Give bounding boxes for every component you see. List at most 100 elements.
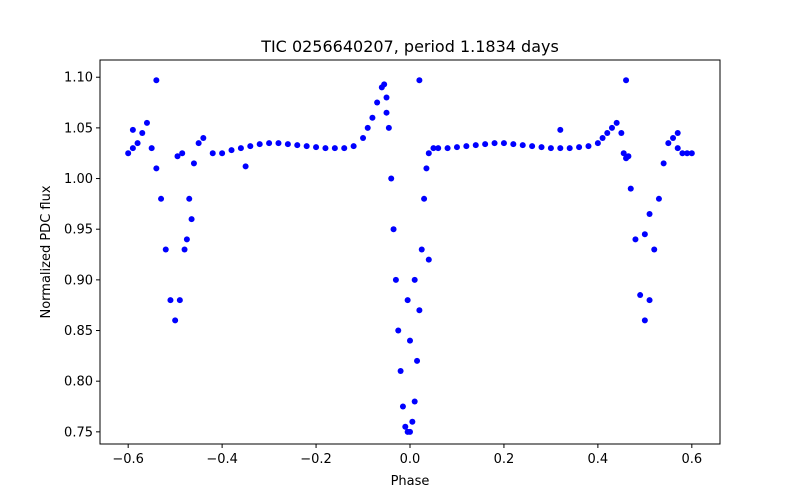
y-tick-label: 1.05 — [64, 121, 93, 136]
data-point — [599, 135, 606, 142]
data-point — [646, 297, 653, 304]
data-point — [688, 150, 695, 157]
data-point — [453, 144, 460, 151]
data-point — [660, 160, 667, 167]
data-point — [641, 317, 648, 324]
data-point — [557, 126, 564, 133]
data-point — [416, 77, 423, 84]
x-tick-label: −0.6 — [112, 452, 144, 467]
y-axis-ticks: 0.75 0.80 0.85 0.90 0.95 1.00 1.05 1.10 — [64, 71, 100, 440]
data-point — [200, 135, 207, 142]
data-point — [632, 236, 639, 243]
data-point — [529, 143, 536, 150]
data-point — [158, 195, 165, 202]
data-point — [613, 119, 620, 126]
data-point — [646, 211, 653, 218]
data-point — [404, 297, 411, 304]
data-point — [256, 141, 263, 148]
data-point — [228, 147, 235, 154]
data-point — [594, 140, 601, 147]
data-point — [608, 124, 615, 131]
data-point — [388, 175, 395, 182]
data-point — [482, 141, 489, 148]
data-point — [162, 246, 169, 253]
data-point — [620, 150, 627, 157]
data-point — [237, 145, 244, 152]
data-point — [176, 297, 183, 304]
data-point — [402, 423, 409, 430]
data-point — [604, 129, 611, 136]
data-point — [381, 81, 388, 88]
data-point — [411, 276, 418, 283]
data-point — [369, 114, 376, 121]
data-point — [414, 357, 421, 364]
x-tick-label: 0.4 — [588, 452, 609, 467]
data-point — [566, 145, 573, 152]
data-point — [275, 140, 282, 147]
data-point — [665, 140, 672, 147]
data-point — [463, 143, 470, 150]
x-tick-label: 0.6 — [681, 452, 702, 467]
data-point — [655, 195, 662, 202]
data-point — [585, 143, 592, 150]
data-point — [651, 246, 658, 253]
x-tick-label: 0.0 — [400, 452, 421, 467]
y-tick-label: 1.10 — [64, 71, 93, 86]
x-axis-ticks: −0.6 −0.4 −0.2 0.0 0.2 0.4 0.6 — [112, 444, 702, 467]
data-point — [684, 150, 691, 157]
data-point — [174, 153, 181, 160]
data-point — [397, 368, 404, 375]
x-tick-label: −0.2 — [300, 452, 332, 467]
data-point — [385, 124, 392, 131]
data-point — [284, 141, 291, 148]
data-point — [444, 145, 451, 152]
data-point — [190, 160, 197, 167]
data-point — [491, 140, 498, 147]
y-tick-label: 0.90 — [64, 273, 93, 288]
data-point — [637, 292, 644, 299]
data-point — [322, 145, 329, 152]
data-point — [409, 418, 416, 425]
data-point — [557, 145, 564, 152]
data-point — [407, 337, 413, 344]
data-point — [188, 216, 195, 223]
data-point — [331, 145, 338, 152]
x-tick-label: −0.4 — [206, 452, 238, 467]
data-point — [383, 94, 390, 101]
y-tick-label: 1.00 — [64, 172, 93, 187]
data-point — [303, 143, 310, 150]
data-point — [425, 256, 432, 263]
data-point — [350, 143, 357, 150]
data-point — [148, 145, 155, 152]
data-point — [430, 145, 437, 152]
data-point — [143, 119, 150, 126]
data-point — [627, 185, 634, 192]
data-point — [383, 109, 390, 116]
data-point — [153, 77, 160, 84]
data-point — [547, 145, 554, 152]
data-point — [510, 141, 517, 148]
y-axis-label: Normalized PDC flux — [39, 185, 54, 318]
data-point — [399, 403, 406, 410]
data-point — [374, 99, 381, 106]
data-point — [674, 129, 681, 136]
data-point — [423, 165, 430, 172]
data-point — [411, 398, 418, 405]
data-point — [364, 124, 371, 131]
data-point — [435, 145, 442, 152]
chart-title: TIC 0256640207, period 1.1834 days — [260, 37, 559, 56]
data-point — [392, 276, 399, 283]
data-point — [407, 428, 413, 435]
data-point — [266, 140, 273, 147]
data-point — [674, 145, 681, 152]
data-point — [641, 231, 648, 238]
y-tick-label: 0.75 — [64, 425, 93, 440]
data-point — [390, 226, 397, 233]
y-tick-label: 0.80 — [64, 375, 93, 390]
data-point — [416, 307, 423, 314]
data-point — [670, 135, 677, 142]
data-point — [172, 317, 179, 324]
data-point — [425, 150, 432, 157]
